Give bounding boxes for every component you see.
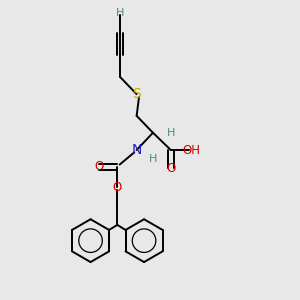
Text: H: H	[167, 128, 175, 138]
Text: H: H	[116, 8, 124, 18]
Text: O: O	[166, 162, 176, 175]
Text: OH: OH	[183, 143, 201, 157]
Text: H: H	[149, 154, 157, 164]
Text: S: S	[132, 87, 141, 101]
Text: O: O	[95, 160, 104, 173]
Text: O: O	[113, 181, 122, 194]
Text: N: N	[131, 143, 142, 157]
